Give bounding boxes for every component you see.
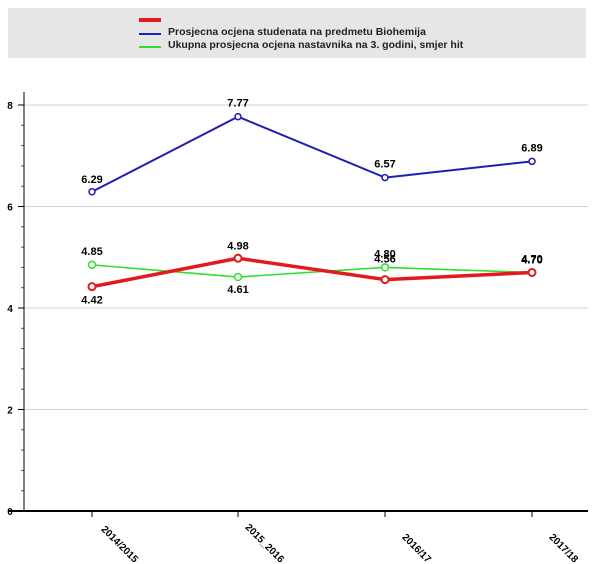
data-label-0-2: 4.56 bbox=[374, 254, 395, 266]
series bbox=[87, 112, 537, 292]
data-label-2-1: 4.61 bbox=[227, 284, 248, 296]
legend-swatch-red bbox=[139, 18, 161, 22]
series-1-point-3 bbox=[528, 157, 536, 166]
ytick-label-4: 4 bbox=[7, 304, 13, 315]
ytick-label-0: 0 bbox=[7, 507, 13, 518]
ytick-label-8: 8 bbox=[7, 101, 13, 112]
ytick-label-6: 6 bbox=[7, 203, 13, 214]
axes: 0 2 4 6 8 2014/2015 2015_2016 2016/17 2017/18 bbox=[7, 92, 588, 564]
series-1-point-2 bbox=[381, 173, 389, 182]
xtick-label-3: 2017/18 bbox=[546, 532, 580, 564]
data-label-1-1: 7.77 bbox=[227, 98, 248, 110]
series-0-point-0 bbox=[87, 282, 97, 292]
data-label-2-3: 4.70 bbox=[521, 253, 542, 265]
series-2-point-0 bbox=[87, 260, 97, 270]
series-0-point-2 bbox=[380, 275, 390, 285]
data-label-1-3: 6.89 bbox=[521, 142, 542, 154]
xtick-label-2: 2016/17 bbox=[399, 532, 433, 564]
legend-swatch-blue bbox=[139, 33, 161, 35]
xtick-label-1: 2015_2016 bbox=[243, 522, 286, 564]
data-label-0-0: 4.42 bbox=[81, 295, 102, 307]
legend-label-green: Ukupna prosjecna ocjena nastavnika na 3.… bbox=[168, 39, 464, 51]
data-label-0-1: 4.98 bbox=[227, 240, 248, 252]
data-label-1-0: 6.29 bbox=[81, 174, 102, 186]
chart-legend: Prosjecna ocjena studenata na predmetu B… bbox=[8, 8, 586, 58]
series-0-point-1 bbox=[233, 253, 243, 263]
xtick-label-0: 2014/2015 bbox=[99, 524, 141, 564]
series-1-point-1 bbox=[234, 112, 242, 121]
legend-swatch-green bbox=[139, 46, 161, 48]
data-label-1-2: 6.57 bbox=[374, 159, 395, 171]
grid bbox=[24, 104, 588, 410]
series-2-point-1 bbox=[233, 272, 243, 282]
data-label-2-2: 4.80 bbox=[374, 248, 395, 260]
data-label-2-0: 4.85 bbox=[81, 246, 102, 258]
data-labels: 6.29 7.77 6.57 6.89 4.85 4.61 4.80 4.70 4.42 4.98… bbox=[81, 98, 542, 307]
series-line-0 bbox=[91, 256, 533, 289]
series-1-point-0 bbox=[88, 188, 96, 196]
series-2-point-2 bbox=[380, 263, 390, 272]
series-line-1 bbox=[91, 115, 533, 193]
data-label-0-3: 4.70 bbox=[521, 254, 542, 266]
ytick-label-2: 2 bbox=[7, 406, 13, 417]
series-0-point-3 bbox=[527, 267, 537, 277]
legend-label-blue: Prosjecna ocjena studenata na predmetu B… bbox=[168, 26, 426, 38]
